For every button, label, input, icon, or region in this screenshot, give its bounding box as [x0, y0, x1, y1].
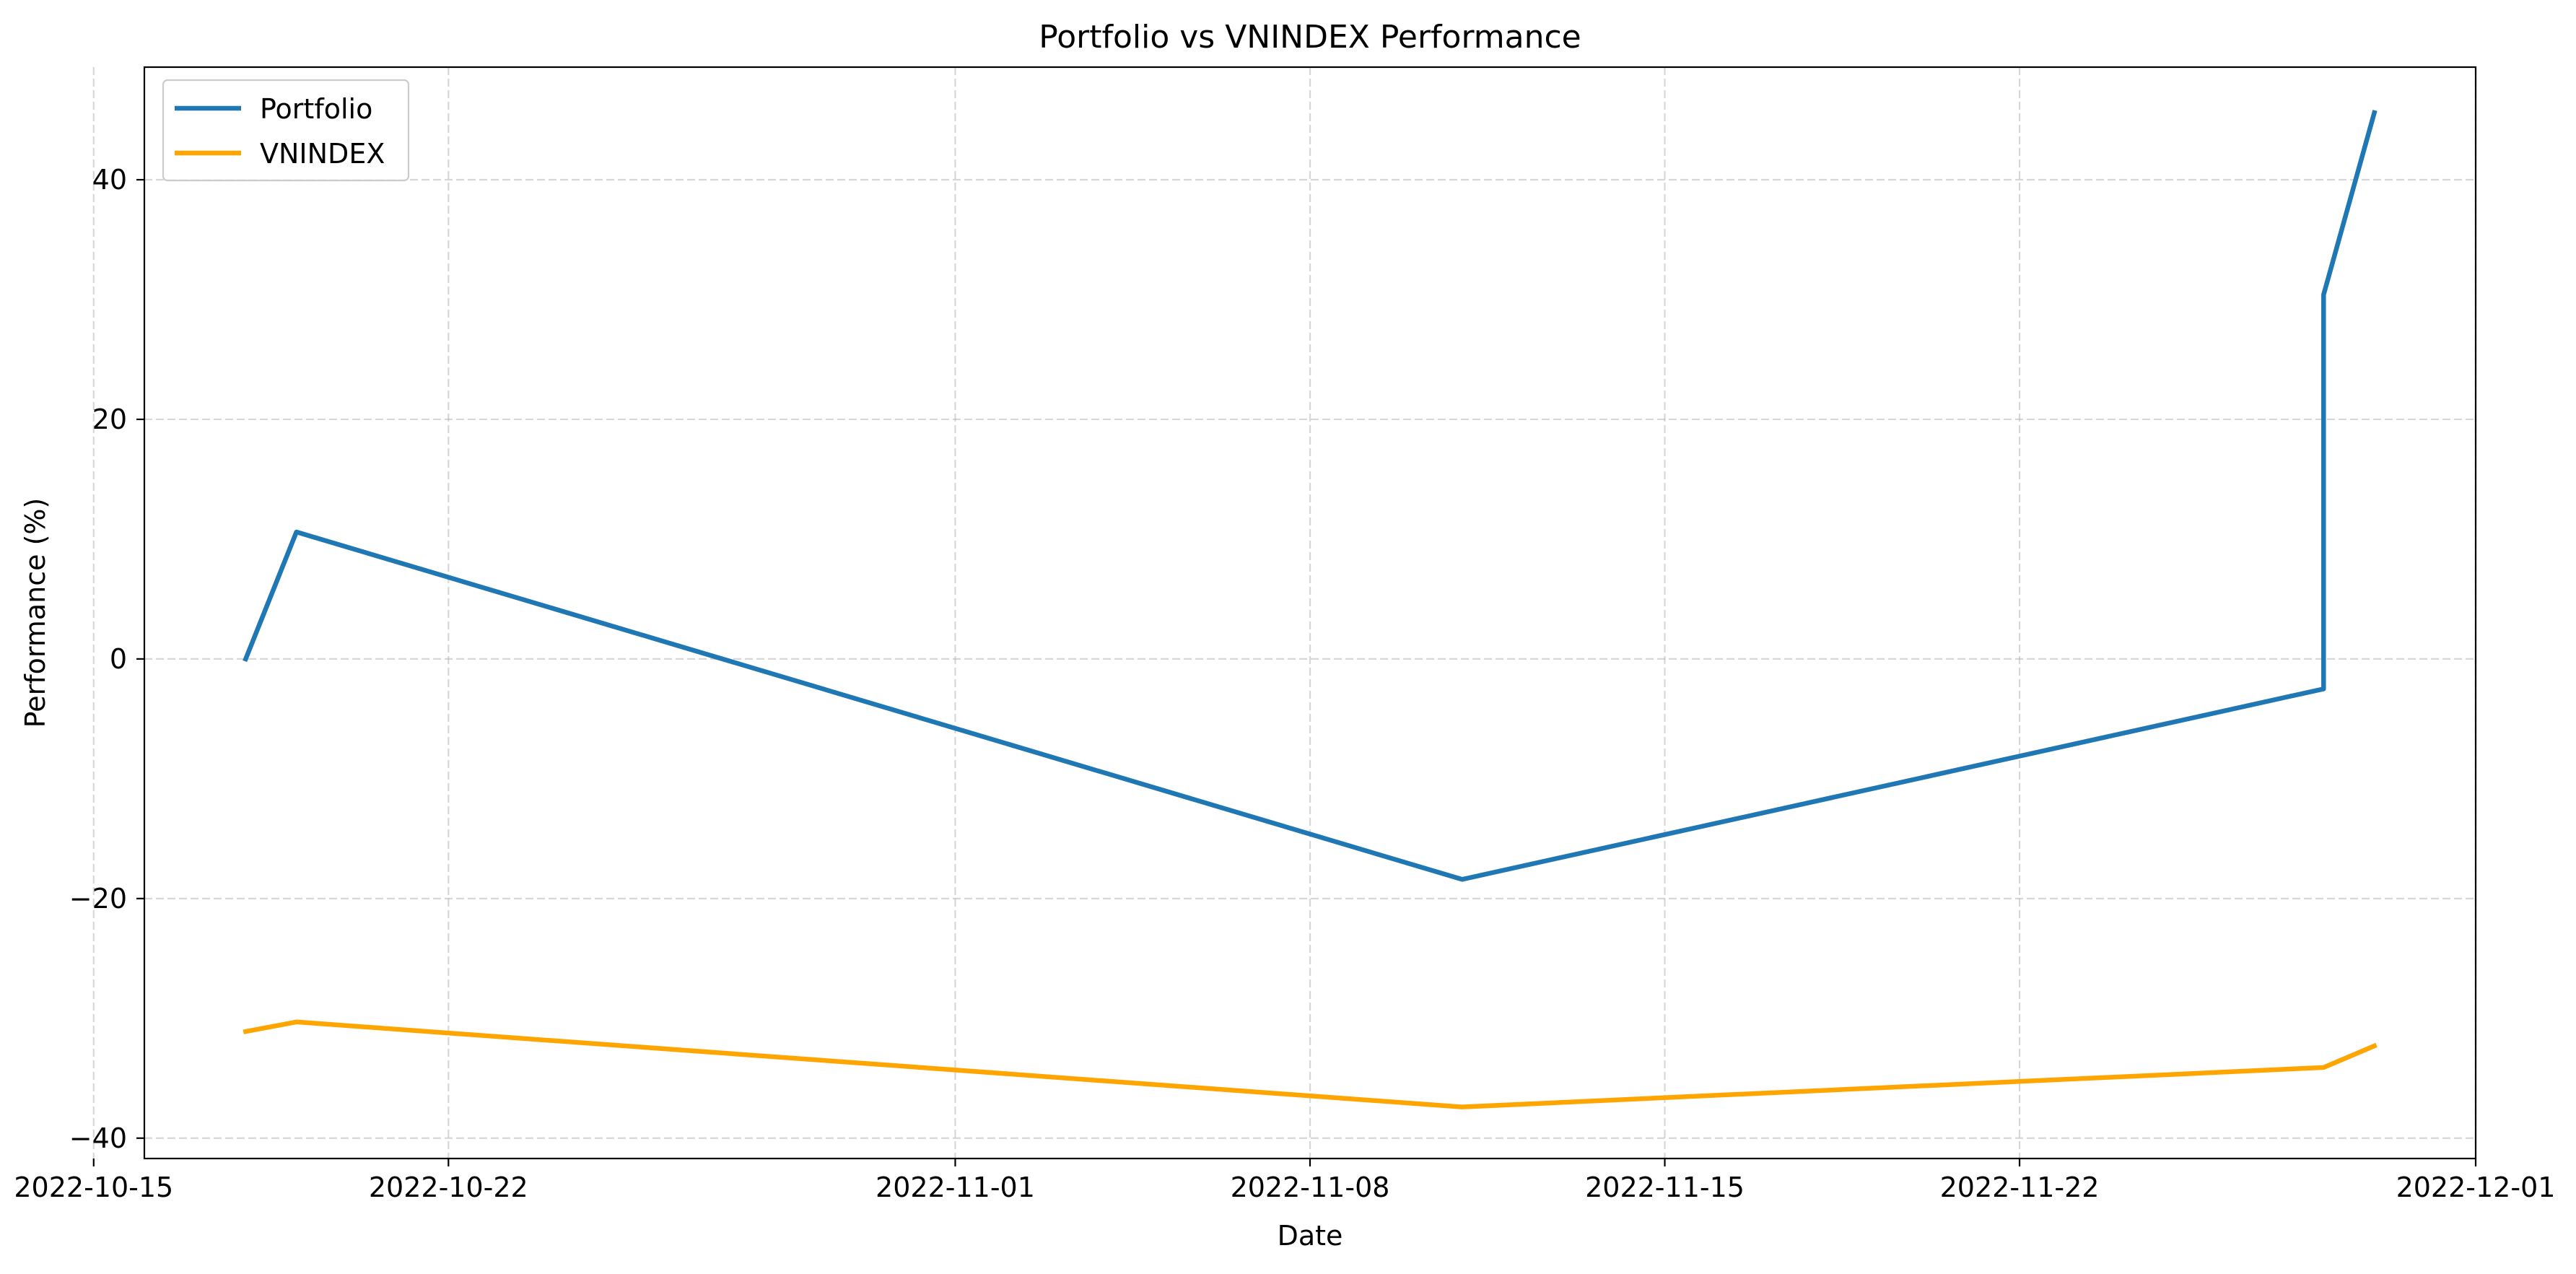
y-tick-label: −20: [69, 883, 127, 915]
chart-title: Portfolio vs VNINDEX Performance: [1039, 19, 1581, 56]
axis-ticks: 2022-10-15 2022-10-22 2022-11-01 2022-11-08…: [14, 164, 2555, 1203]
y-tick-label: 20: [92, 403, 127, 435]
x-tick-label: 2022-11-01: [876, 1172, 1035, 1203]
series-line-vnindex: [243, 1019, 2378, 1109]
y-tick-label: 0: [110, 643, 127, 675]
legend: Portfolio VNINDEX: [162, 79, 410, 182]
x-tick-label: 2022-12-01: [2396, 1172, 2556, 1203]
x-tick-label: 2022-10-15: [14, 1172, 173, 1203]
x-tick-label: 2022-11-22: [1940, 1172, 2100, 1203]
y-tick-label: 40: [92, 164, 127, 196]
legend-label-portfolio: Portfolio: [260, 93, 372, 125]
x-tick-label: 2022-11-08: [1231, 1172, 1390, 1203]
x-tick-label: 2022-11-15: [1585, 1172, 1745, 1203]
x-tick-label: 2022-10-22: [369, 1172, 528, 1203]
x-axis-label: Date: [1278, 1220, 1343, 1252]
legend-label-vnindex: VNINDEX: [260, 138, 385, 170]
series-line-portfolio: [243, 110, 2378, 882]
y-axis-label: Performance (%): [19, 498, 51, 728]
series-lines: [243, 110, 2378, 1109]
y-tick-label: −40: [69, 1122, 127, 1154]
